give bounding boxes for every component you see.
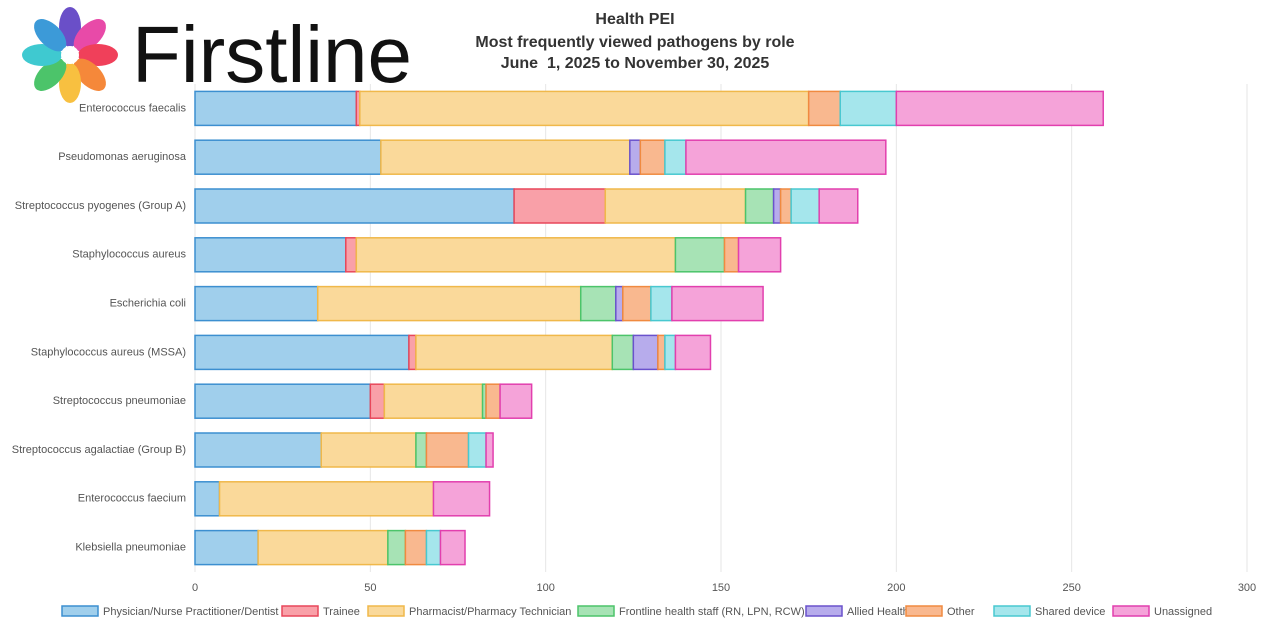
legend-label: Trainee [323,606,360,618]
x-tick-label: 150 [712,582,730,594]
bar-segment [194,285,319,322]
y-tick-label: Enterococcus faecium [78,493,186,505]
bar-segment [723,237,740,273]
y-tick-label: Streptococcus agalactiae (Group B) [12,444,186,456]
bar-segment [611,334,635,371]
bar-segment [513,188,607,224]
x-tick-label: 0 [192,582,198,594]
legend-swatch [993,605,1031,617]
bar-segment [485,432,494,468]
legend-swatch [367,605,405,617]
logo-icon [22,7,118,103]
bar-segment [404,529,428,566]
bar-segment [615,285,624,322]
bar-segment [674,334,712,371]
bar-segment [194,481,221,517]
bar-segment [257,529,389,566]
legend-swatch [1112,605,1150,617]
chart-title: Health PEI [595,11,674,28]
legend-swatch [577,605,615,617]
bar-segment [779,188,792,224]
legend-label: Shared device [1035,606,1105,618]
bar-segment [194,188,515,224]
bar-segment [604,188,747,224]
x-tick-label: 250 [1062,582,1080,594]
bar-segment [194,334,410,371]
bar-segment [895,90,1104,127]
x-tick-label: 50 [364,582,376,594]
bar-segment [194,237,347,273]
y-tick-label: Streptococcus pneumoniae [53,395,186,407]
bar-segment [632,334,659,371]
y-tick-label: Escherichia coli [110,298,186,310]
legend-swatch [805,605,843,617]
bar-segment [194,529,259,566]
bar-segment [622,285,652,322]
bar-segment [737,237,782,273]
bar-segment [355,237,677,273]
bar-segment [439,529,466,566]
y-tick-label: Staphylococcus aureus (MSSA) [31,346,186,358]
bar-segment [839,90,898,127]
x-tick-label: 300 [1238,582,1256,594]
y-tick-label: Staphylococcus aureus [72,249,186,261]
chart-date-range: June 1, 2025 to November 30, 2025 [501,55,770,72]
y-tick-label: Pseudomonas aeruginosa [58,151,187,163]
bar-segment [650,285,673,322]
legend-label: Allied Health [847,606,909,618]
y-tick-label: Enterococcus faecalis [79,102,186,114]
bar-segment [369,383,386,419]
legend-label: Other [947,606,975,618]
legend-label: Frontline health staff (RN, LPN, RCW) [619,606,805,618]
bar-segment [432,481,491,517]
bar-segment [383,383,484,419]
bar-segment [218,481,435,517]
bar-segment [467,432,487,468]
legend-label: Physician/Nurse Practitioner/Dentist [103,606,278,618]
bar-segment [415,334,614,371]
bar-segment [818,188,859,224]
x-tick-label: 100 [536,582,554,594]
bar-segment [579,285,617,322]
y-tick-label: Klebsiella pneumoniae [75,542,186,554]
x-tick-label: 200 [887,582,905,594]
bar-segment [639,139,666,175]
bar-segment [664,334,677,371]
legend-swatch [281,605,319,617]
bar-segment [359,90,810,127]
bar-segment [345,237,358,273]
bar-segment [772,188,782,224]
bar-segment [194,432,322,468]
bar-segment [664,139,687,175]
bar-segment [671,285,764,322]
bar-segment [485,383,501,419]
legend-swatch [905,605,943,617]
bar-segment [629,139,642,175]
legend-swatch [61,605,99,617]
bar-segment [194,90,358,127]
bar-segment [320,432,417,468]
bar-segment [657,334,666,371]
bar-segment [380,139,631,175]
bar-segment [194,139,382,175]
legend-label: Unassigned [1154,606,1212,618]
bar-segment [408,334,417,371]
bar-segment [425,529,442,566]
bar-segment [807,90,841,127]
bar-segment [674,237,726,273]
legend-label: Pharmacist/Pharmacy Technician [409,606,571,618]
y-tick-label: Streptococcus pyogenes (Group A) [15,200,186,212]
logo-text: Firstline [132,10,412,99]
bar-segment [790,188,820,224]
bar-segment [316,285,582,322]
bar-segment [744,188,775,224]
bar-segment [425,432,470,468]
bar-segment [499,383,533,419]
bar-segment [415,432,428,468]
bar-segment [685,139,887,175]
bar-segment [387,529,407,566]
bar-segment [194,383,372,419]
chart-subtitle: Most frequently viewed pathogens by role [475,34,794,51]
